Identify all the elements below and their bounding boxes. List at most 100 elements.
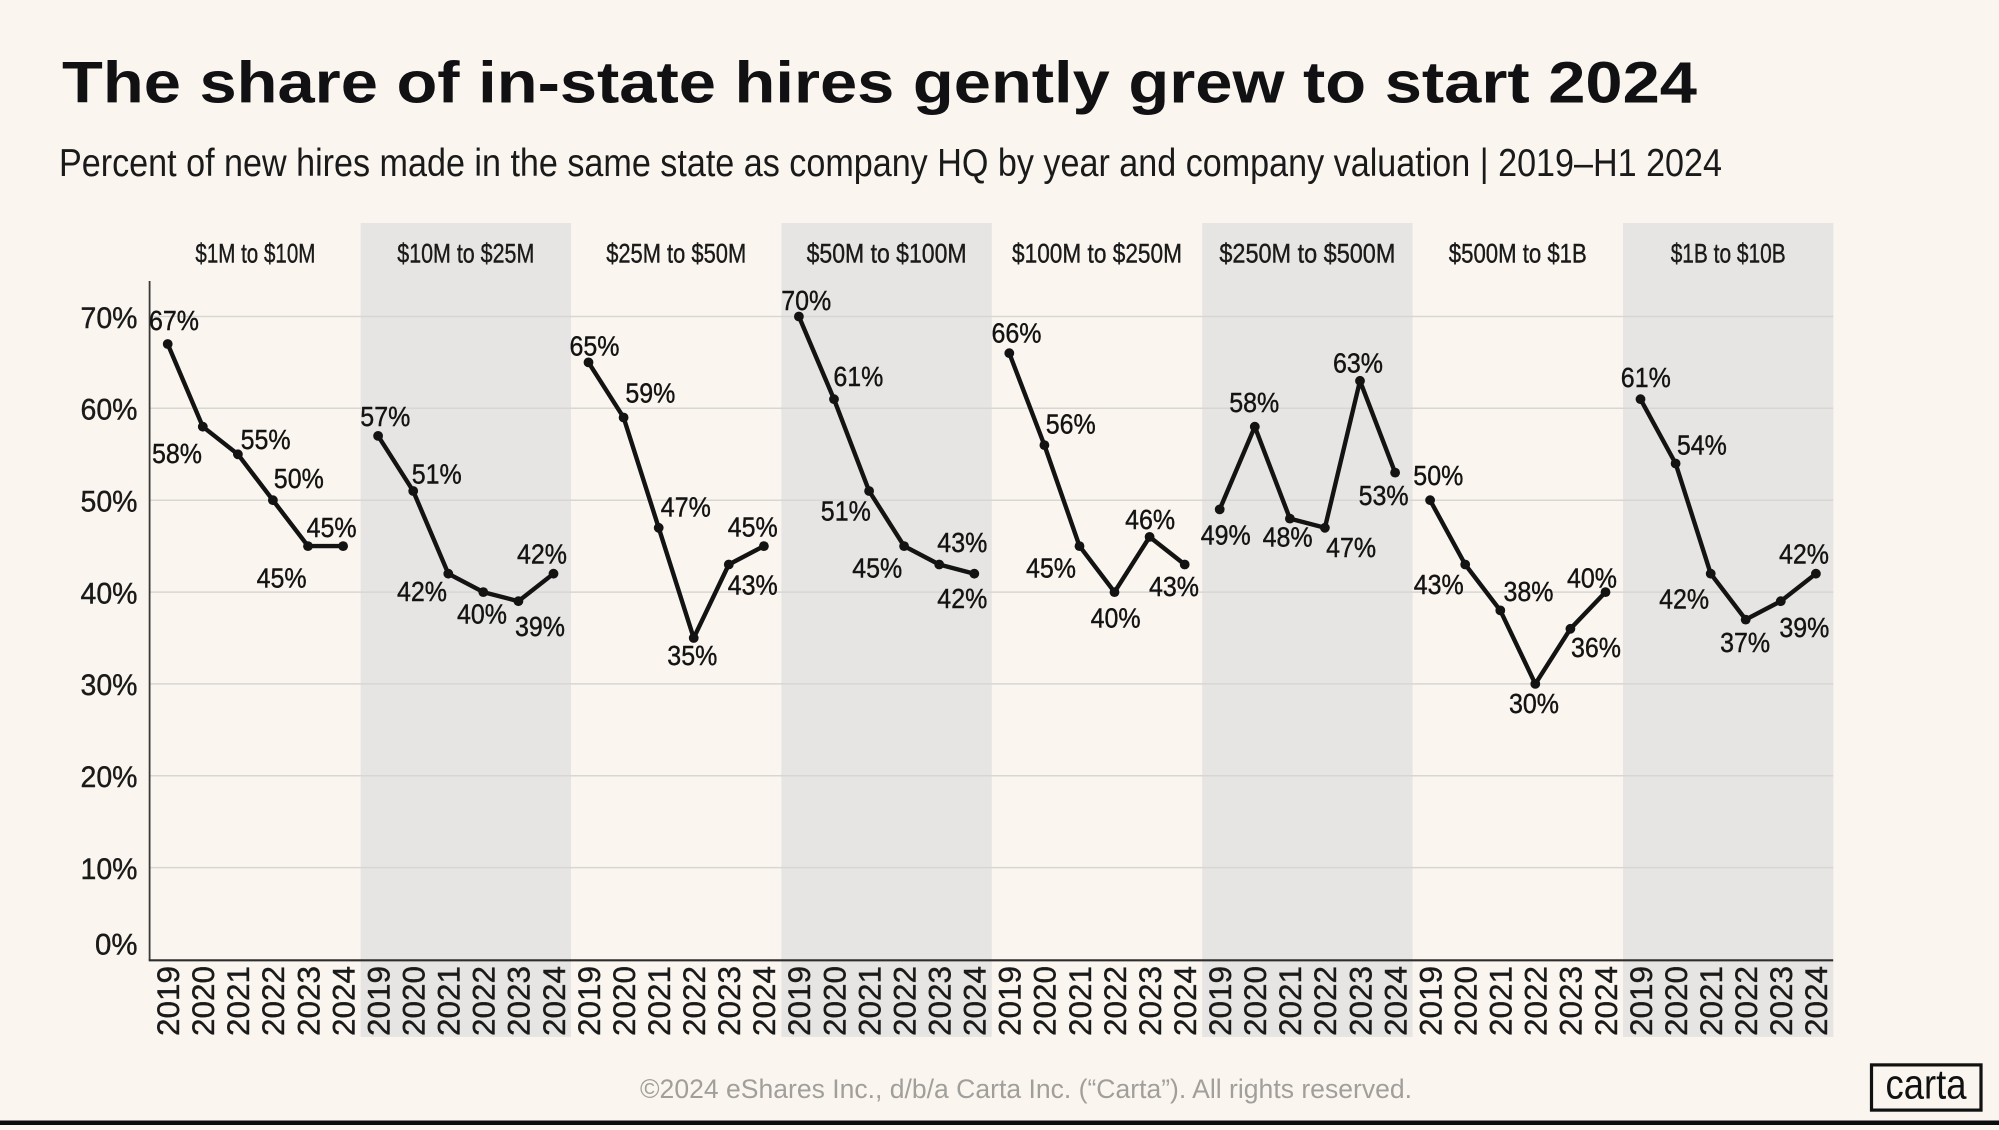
svg-text:53%: 53% [1359,480,1409,511]
svg-text:$1B to $10B: $1B to $10B [1671,239,1786,269]
svg-text:42%: 42% [1659,583,1709,614]
svg-text:2023: 2023 [1763,966,1799,1036]
svg-text:2020: 2020 [1027,966,1063,1036]
svg-text:50%: 50% [81,486,138,519]
svg-text:2022: 2022 [1097,966,1133,1036]
svg-text:2020: 2020 [185,966,221,1036]
svg-text:2024: 2024 [1377,966,1413,1036]
svg-text:58%: 58% [152,438,202,469]
svg-text:61%: 61% [1621,362,1671,393]
svg-text:2024: 2024 [957,966,993,1036]
svg-text:2020: 2020 [1658,966,1694,1036]
svg-text:$100M to $250M: $100M to $250M [1012,239,1182,269]
svg-text:49%: 49% [1201,519,1251,550]
svg-text:2021: 2021 [1483,966,1519,1036]
svg-text:35%: 35% [667,640,717,671]
svg-text:2019: 2019 [992,966,1028,1036]
svg-text:45%: 45% [852,553,902,584]
svg-text:2020: 2020 [1448,966,1484,1036]
svg-text:2023: 2023 [290,966,326,1036]
svg-text:43%: 43% [1149,571,1199,602]
svg-text:40%: 40% [81,577,138,610]
svg-text:2019: 2019 [360,966,396,1036]
svg-text:2020: 2020 [606,966,642,1036]
svg-text:43%: 43% [1414,569,1464,600]
svg-text:46%: 46% [1125,504,1175,535]
svg-text:2023: 2023 [1132,966,1168,1036]
svg-text:60%: 60% [81,394,138,427]
svg-text:2022: 2022 [466,966,502,1036]
svg-text:2021: 2021 [1272,966,1308,1036]
svg-text:42%: 42% [937,583,987,614]
svg-text:2019: 2019 [781,966,817,1036]
svg-text:2024: 2024 [1167,966,1203,1036]
svg-text:70%: 70% [781,285,831,316]
svg-text:40%: 40% [457,599,507,630]
svg-text:54%: 54% [1677,430,1727,461]
svg-text:51%: 51% [412,459,462,490]
svg-text:2021: 2021 [641,966,677,1036]
svg-text:2019: 2019 [150,966,186,1036]
svg-text:2023: 2023 [711,966,747,1036]
svg-text:63%: 63% [1333,348,1383,379]
svg-text:2022: 2022 [1307,966,1343,1036]
svg-text:42%: 42% [517,539,567,570]
svg-text:2024: 2024 [536,966,572,1036]
svg-text:70%: 70% [81,302,138,335]
svg-text:2021: 2021 [431,966,467,1036]
svg-text:2022: 2022 [1518,966,1554,1036]
svg-text:2022: 2022 [1728,966,1764,1036]
svg-text:45%: 45% [1026,552,1076,583]
svg-text:©2024 eShares Inc., d/b/a Cart: ©2024 eShares Inc., d/b/a Carta Inc. (“C… [640,1074,1412,1104]
svg-text:2021: 2021 [220,966,256,1036]
svg-text:2021: 2021 [1693,966,1729,1036]
svg-text:45%: 45% [307,512,357,543]
svg-text:45%: 45% [728,512,778,543]
svg-text:2021: 2021 [851,966,887,1036]
svg-text:0%: 0% [95,929,138,962]
svg-text:20%: 20% [81,761,138,794]
svg-text:2019: 2019 [1623,966,1659,1036]
svg-text:The share of in-state hires ge: The share of in-state hires gently grew … [62,51,1697,116]
svg-text:61%: 61% [833,361,883,392]
svg-text:55%: 55% [241,424,291,455]
svg-text:$10M to $25M: $10M to $25M [397,239,534,269]
svg-text:2024: 2024 [325,966,361,1036]
svg-text:57%: 57% [360,401,410,432]
svg-text:47%: 47% [661,492,711,523]
svg-text:66%: 66% [992,318,1042,349]
svg-text:42%: 42% [1779,538,1829,569]
svg-text:59%: 59% [625,377,675,408]
svg-text:$250M to $500M: $250M to $500M [1219,239,1395,269]
svg-text:2020: 2020 [816,966,852,1036]
svg-text:56%: 56% [1046,409,1096,440]
svg-text:2019: 2019 [1412,966,1448,1036]
svg-text:2023: 2023 [501,966,537,1036]
svg-text:42%: 42% [397,576,447,607]
svg-text:58%: 58% [1229,387,1279,418]
svg-text:37%: 37% [1720,627,1770,658]
svg-text:30%: 30% [1509,688,1559,719]
svg-text:2021: 2021 [1062,966,1098,1036]
svg-text:2023: 2023 [1342,966,1378,1036]
svg-text:43%: 43% [728,570,778,601]
svg-text:10%: 10% [81,853,138,886]
svg-text:48%: 48% [1263,522,1313,553]
svg-text:2022: 2022 [255,966,291,1036]
svg-text:47%: 47% [1326,532,1376,563]
svg-text:30%: 30% [81,669,138,702]
svg-text:carta: carta [1886,1061,1968,1108]
svg-text:45%: 45% [257,562,307,593]
svg-text:40%: 40% [1567,562,1617,593]
svg-text:50%: 50% [1413,460,1463,491]
svg-text:2024: 2024 [746,966,782,1036]
svg-text:2019: 2019 [571,966,607,1036]
svg-text:2022: 2022 [676,966,712,1036]
svg-text:51%: 51% [821,496,871,527]
svg-text:2022: 2022 [886,966,922,1036]
svg-text:Percent of new hires made in t: Percent of new hires made in the same st… [59,142,1722,185]
svg-text:2023: 2023 [922,966,958,1036]
svg-text:2020: 2020 [1237,966,1273,1036]
svg-text:50%: 50% [274,463,324,494]
svg-text:40%: 40% [1091,603,1141,634]
